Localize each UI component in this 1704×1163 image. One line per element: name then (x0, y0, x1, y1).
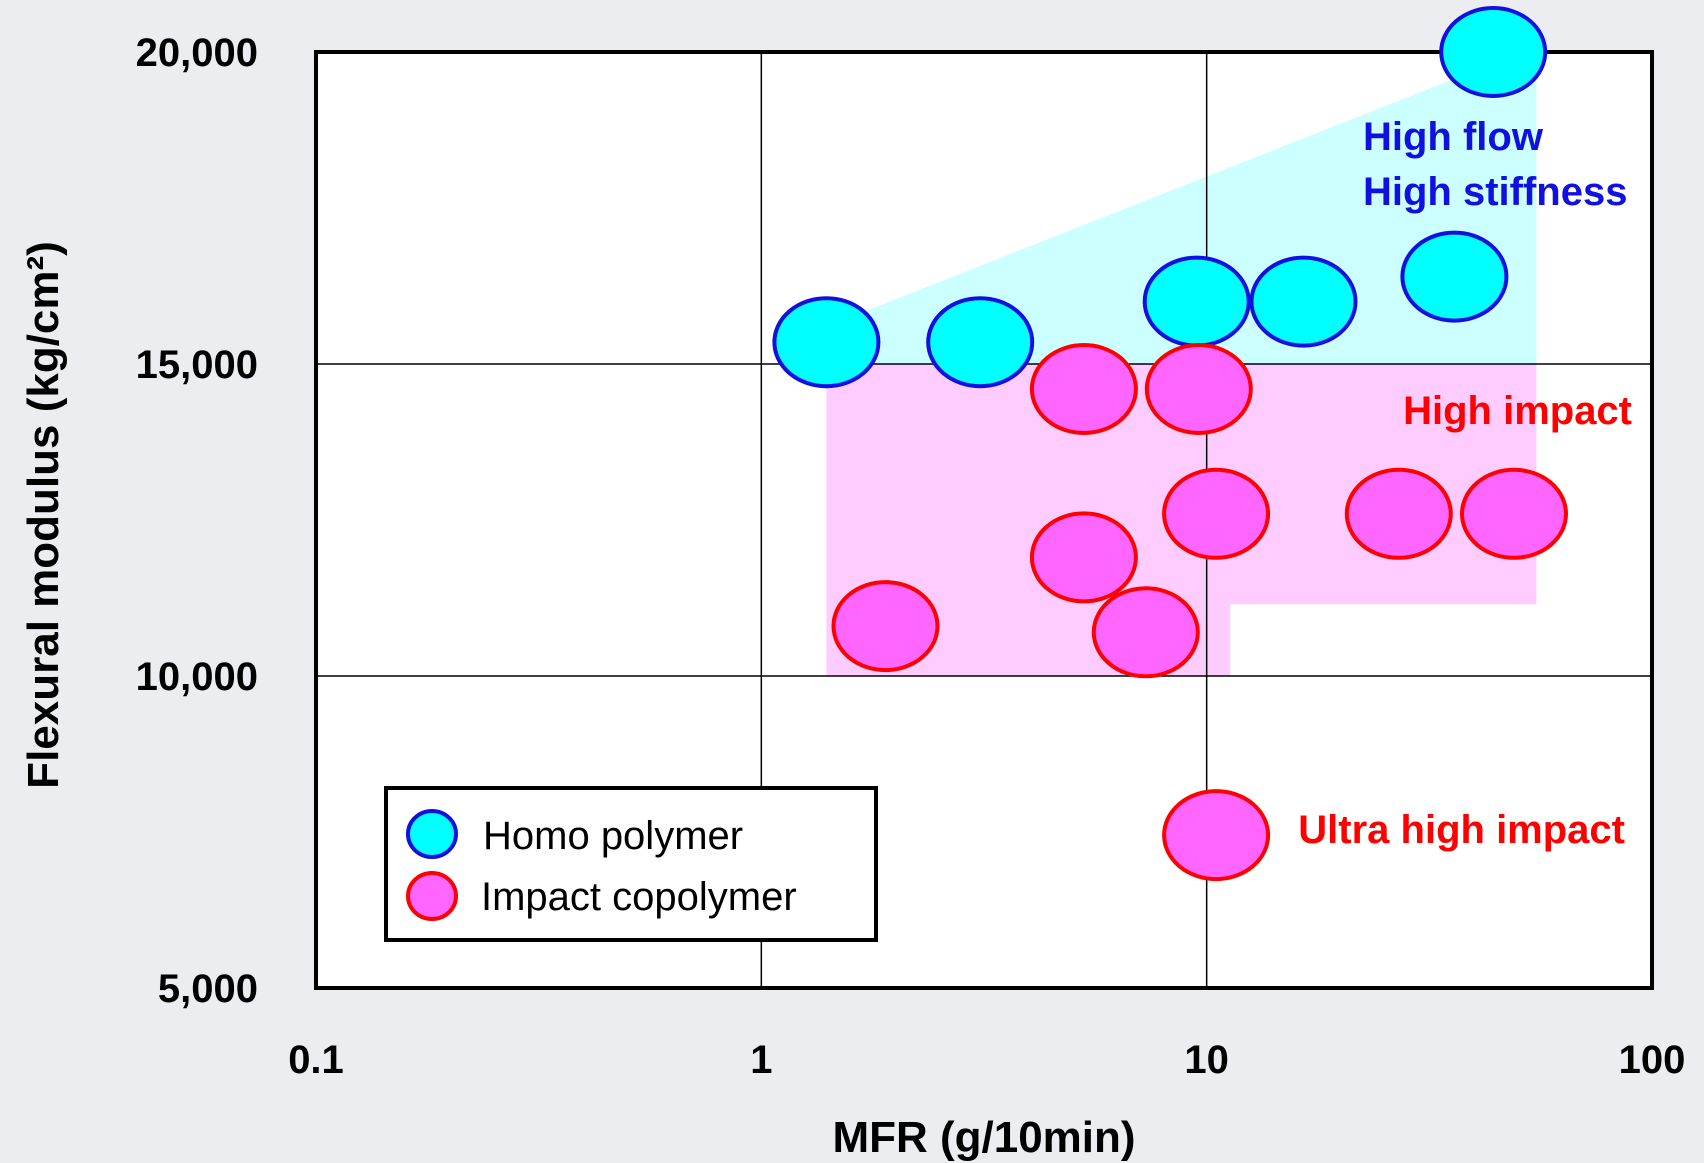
homo-polymer-point (1439, 6, 1548, 98)
impact-copolymer-point (1460, 467, 1568, 560)
x-axis-title: MFR (g/10min) (832, 1113, 1135, 1162)
legend-box (384, 786, 878, 942)
x-tick-label: 100 (1619, 1038, 1686, 1082)
annotation-high-flow: High flow (1363, 115, 1544, 159)
impact-copolymer-point (1144, 343, 1253, 435)
homo-polymer-point (1249, 255, 1358, 348)
annotation-high-impact: High impact (1403, 389, 1632, 433)
y-tick-label: 20,000 (136, 31, 258, 75)
homo-polymer-point (772, 296, 881, 389)
impact-copolymer-point (831, 580, 940, 673)
impact-copolymer-point (1091, 586, 1200, 679)
impact-copolymer-point (1162, 789, 1271, 882)
impact-copolymer-point (1029, 343, 1138, 435)
ticks-layer: 0.1 1 10 100 5,000 10,000 15,000 20,000 (136, 31, 1686, 1082)
y-axis-title: Flexural modulus (kg/cm²) (19, 241, 68, 789)
annotation-high-stiffness: High stiffness (1363, 170, 1627, 214)
y-tick-label: 5,000 (158, 967, 258, 1011)
legend: Homo polymer Impact copolymer (384, 786, 878, 942)
impact-copolymer-point (1162, 467, 1271, 560)
plot-frame (314, 50, 1654, 990)
annotation-ultra-high-impact: Ultra high impact (1298, 808, 1625, 852)
homo-polymer-point (1142, 255, 1251, 348)
legend-label-homo-polymer: Homo polymer (483, 814, 743, 858)
x-tick-label: 10 (1184, 1038, 1229, 1082)
homo-polymer-point (1400, 230, 1509, 323)
x-tick-label: 1 (750, 1038, 772, 1082)
x-tick-label: 0.1 (288, 1038, 344, 1082)
y-tick-label: 15,000 (136, 343, 258, 387)
legend-label-impact-copolymer: Impact copolymer (481, 875, 797, 919)
impact-copolymer-point (1029, 511, 1138, 604)
homo-region (826, 70, 1537, 364)
legend-marker-impact-copolymer (406, 871, 458, 921)
legend-marker-homo-polymer (406, 809, 458, 859)
points-layer (772, 6, 1568, 882)
impact-copolymer-point (1344, 467, 1453, 560)
y-tick-label: 10,000 (136, 655, 258, 699)
homo-polymer-point (926, 296, 1035, 389)
